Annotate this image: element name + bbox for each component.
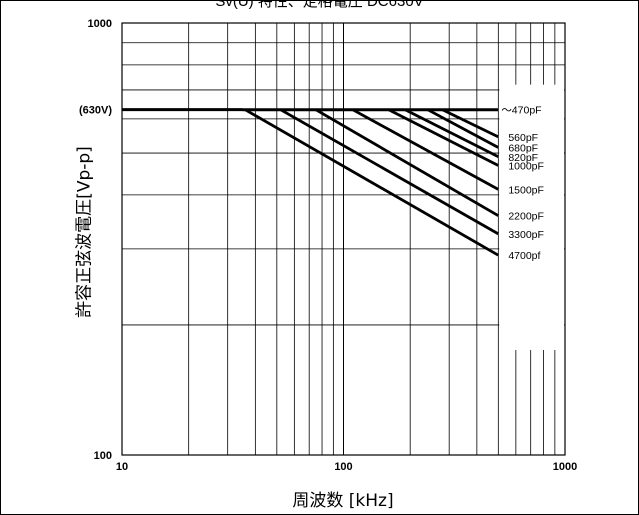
series-line-2	[427, 108, 499, 149]
series-label-4: 1000pF	[508, 160, 544, 172]
series-label-5: 1500pF	[508, 184, 544, 196]
series-label-6: 2200pF	[508, 211, 544, 223]
y-tick-label: 1000	[88, 18, 112, 30]
series-label-7: 3300pF	[508, 229, 544, 241]
chart-title: Sv(U) 特性、定格電圧 DC630V	[215, 0, 424, 10]
x-axis-title: 周波数 [kHz]	[292, 491, 394, 511]
y-tick-label: (630V)	[79, 105, 112, 117]
series-label-2: 680pF	[508, 142, 538, 154]
x-tick-label: 1000	[553, 461, 577, 473]
series-line-1	[441, 108, 499, 139]
series-line-8	[244, 108, 499, 257]
plot-border	[121, 22, 566, 456]
series-line-3	[404, 108, 499, 159]
series-label-1: 560pF	[508, 132, 538, 144]
y-axis-title: 許容正弦波電圧[Vp-p]	[74, 146, 95, 318]
series-line-6	[315, 108, 500, 217]
series-line-7	[279, 108, 499, 236]
x-tick-label: 100	[334, 461, 352, 473]
series-label-0: ～470pF	[501, 105, 541, 117]
x-tick-label: 10	[116, 461, 128, 473]
series-label-8: 4700pf	[508, 250, 540, 262]
series-line-4	[388, 108, 499, 167]
y-tick-label: 100	[94, 450, 112, 462]
series-label-3: 820pF	[508, 152, 538, 164]
legend-area-lower	[499, 121, 564, 351]
series-line-5	[352, 108, 499, 191]
